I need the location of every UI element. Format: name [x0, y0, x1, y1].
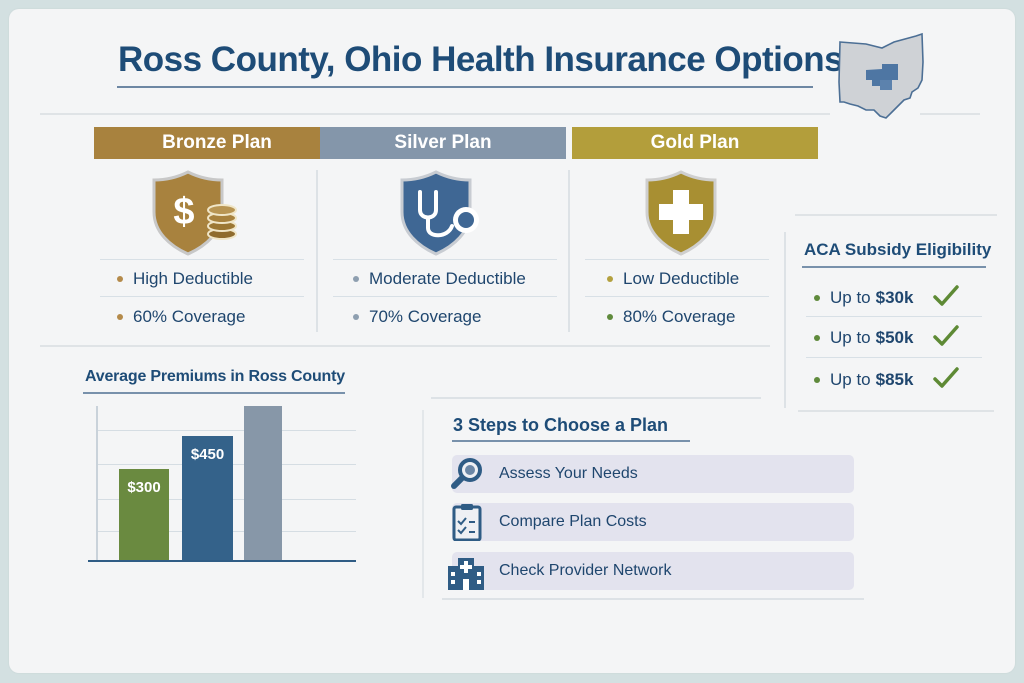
aca-item-prefix: Up to: [830, 328, 871, 347]
clipboard-checklist-icon: [452, 504, 482, 541]
svg-text:$: $: [173, 191, 194, 233]
step-assess-needs: Assess Your Needs: [452, 455, 854, 493]
bullet-icon: [117, 314, 123, 320]
aca-item-85k: Up to $85k: [814, 370, 913, 390]
step-check-network: Check Provider Network: [452, 552, 854, 590]
shield-dollar-coins-icon: $: [152, 170, 237, 256]
step-label: Compare Plan Costs: [499, 513, 647, 530]
feature-text: 60% Coverage: [133, 307, 246, 326]
bar-gold: [244, 406, 282, 560]
checkmark-icon: [933, 367, 959, 388]
steps-title-underline: [452, 440, 690, 442]
gold-plan-header: Gold Plan: [572, 127, 818, 159]
silver-plan-header: Silver Plan: [320, 127, 566, 159]
feature-text: 80% Coverage: [623, 307, 736, 326]
step-compare-costs: Compare Plan Costs: [452, 503, 854, 541]
bronze-feature-deductible: High Deductible: [117, 269, 253, 289]
feature-divider: [100, 259, 304, 260]
steps-bottom-border: [442, 598, 864, 600]
aca-title-underline: [802, 266, 986, 268]
bullet-icon: [117, 276, 123, 282]
hospital-building-icon: [448, 558, 484, 590]
feature-divider: [100, 296, 304, 297]
ohio-map-icon: [838, 32, 924, 119]
bar-bronze: $300: [119, 469, 169, 560]
plan-column-divider: [316, 170, 318, 332]
steps-left-border: [422, 410, 424, 598]
gold-feature-coverage: 80% Coverage: [607, 307, 735, 327]
aca-divider: [806, 316, 982, 317]
bar-silver: $450: [182, 436, 233, 560]
shield-medical-cross-icon: [645, 170, 717, 256]
aca-item-30k: Up to $30k: [814, 288, 913, 308]
bullet-icon: [607, 276, 613, 282]
aca-item-value: $85k: [875, 370, 914, 389]
feature-text: 70% Coverage: [369, 307, 482, 326]
feature-divider: [585, 296, 769, 297]
steps-title: 3 Steps to Choose a Plan: [453, 415, 669, 435]
chart-title: Average Premiums in Ross County: [85, 368, 345, 385]
aca-item-prefix: Up to: [830, 288, 871, 307]
step-label: Check Provider Network: [499, 562, 672, 579]
feature-divider: [585, 259, 769, 260]
bullet-icon: [814, 335, 820, 341]
title-underline: [117, 86, 813, 88]
aca-left-border: [784, 232, 786, 408]
gold-feature-deductible: Low Deductible: [607, 269, 739, 289]
plan-column-divider: [568, 170, 570, 332]
bronze-feature-coverage: 60% Coverage: [117, 307, 245, 327]
checkmark-icon: [933, 325, 959, 346]
bar-value-label: $300: [127, 479, 161, 496]
header-divider-right: [920, 113, 980, 115]
magnifying-glass-icon: [451, 458, 482, 489]
shield-stethoscope-icon: [400, 170, 479, 256]
feature-divider: [333, 296, 557, 297]
plans-bottom-divider: [40, 345, 770, 347]
aca-divider: [806, 357, 982, 358]
bullet-icon: [607, 314, 613, 320]
feature-text: Low Deductible: [623, 269, 740, 288]
aca-top-border: [795, 214, 997, 216]
feature-text: Moderate Deductible: [369, 269, 526, 288]
bullet-icon: [353, 276, 359, 282]
bullet-icon: [353, 314, 359, 320]
premiums-bar-chart: $300 $450: [88, 404, 356, 564]
aca-title: ACA Subsidy Eligibility: [804, 240, 992, 259]
feature-text: High Deductible: [133, 269, 254, 288]
bar-value-label: $450: [190, 446, 225, 463]
bullet-icon: [814, 295, 820, 301]
silver-feature-coverage: 70% Coverage: [353, 307, 481, 327]
chart-title-underline: [83, 392, 345, 394]
silver-feature-deductible: Moderate Deductible: [353, 269, 526, 289]
x-axis: [88, 560, 356, 562]
bullet-icon: [814, 377, 820, 383]
page-title: Ross County, Ohio Health Insurance Optio…: [118, 40, 844, 79]
aca-item-prefix: Up to: [830, 370, 871, 389]
aca-item-value: $50k: [875, 328, 914, 347]
steps-top-border: [431, 397, 761, 399]
step-label: Assess Your Needs: [499, 465, 638, 482]
gridline: [96, 430, 356, 431]
y-axis: [96, 406, 98, 560]
header-divider: [40, 113, 830, 115]
checkmark-icon: [933, 285, 959, 306]
aca-item-50k: Up to $50k: [814, 328, 913, 348]
aca-bottom-border: [798, 410, 994, 412]
bronze-plan-header: Bronze Plan: [94, 127, 340, 159]
feature-divider: [333, 259, 557, 260]
aca-item-value: $30k: [875, 288, 914, 307]
